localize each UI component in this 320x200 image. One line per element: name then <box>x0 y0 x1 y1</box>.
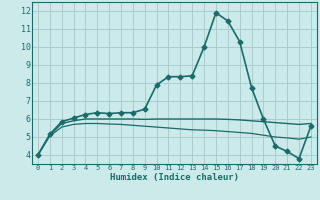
X-axis label: Humidex (Indice chaleur): Humidex (Indice chaleur) <box>110 173 239 182</box>
